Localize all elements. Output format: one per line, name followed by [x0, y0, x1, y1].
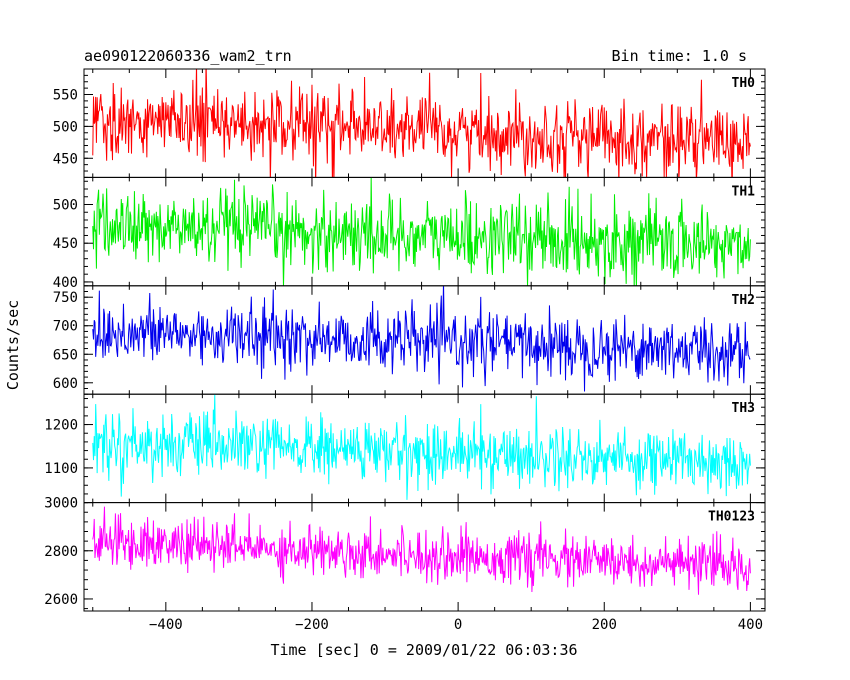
y-tick-label: 500: [53, 119, 78, 135]
panel-th3: 1100 1200 TH3: [44, 393, 766, 504]
y-tick-label: 450: [53, 151, 78, 167]
y-tick-label: 500: [53, 198, 78, 214]
y-tick-label: 2600: [44, 592, 78, 608]
observation-title: ae090122060336_wam2_trn: [84, 47, 292, 65]
panel-label: TH2: [732, 293, 755, 308]
series-th2: [92, 285, 751, 392]
panel-frame: [83, 502, 766, 612]
x-tick-label: 400: [738, 617, 763, 633]
y-tick-label: 650: [53, 347, 78, 363]
y-tick-label: 550: [53, 88, 78, 104]
y-tick-label: 600: [53, 376, 78, 392]
panels-group: 450 500 550 TH0 400 450 500 TH1 600 650 700 750 TH2 1…: [44, 68, 766, 612]
panel-label: TH0123: [708, 510, 755, 525]
panel-th0: 450 500 550 TH0: [53, 68, 766, 178]
panel-label: TH0: [732, 76, 756, 91]
x-axis: −400 −200 0 200 400: [149, 617, 763, 633]
y-tick-label: 400: [53, 275, 78, 291]
y-tick-label: 750: [53, 290, 78, 306]
series-th3: [92, 394, 751, 500]
x-axis-label: Time [sec] 0 = 2009/01/22 06:03:36: [270, 641, 577, 659]
panel-th1: 400 450 500 TH1: [53, 176, 766, 291]
panel-th0123: 2600 2800 3000 TH0123: [44, 496, 766, 612]
y-tick-label: 1200: [44, 418, 78, 434]
series-th0: [92, 69, 751, 178]
series-th0123: [92, 506, 751, 595]
y-tick-label: 1100: [44, 461, 78, 477]
y-tick-label: 2800: [44, 544, 78, 560]
x-tick-label: 200: [592, 617, 617, 633]
y-tick-label: 3000: [44, 496, 78, 512]
bin-time-label: Bin time: 1.0 s: [612, 47, 747, 65]
x-tick-label: 0: [454, 617, 462, 633]
panel-label: TH3: [732, 401, 755, 416]
y-tick-label: 700: [53, 319, 78, 335]
y-axis-label: Counts/sec: [4, 300, 22, 390]
series-th1: [92, 177, 751, 286]
panel-th2: 600 650 700 750 TH2: [53, 285, 766, 395]
panel-frame: [83, 285, 766, 395]
x-tick-label: −400: [149, 617, 183, 633]
x-tick-label: −200: [295, 617, 329, 633]
y-tick-label: 450: [53, 236, 78, 252]
panel-label: TH1: [732, 184, 756, 199]
